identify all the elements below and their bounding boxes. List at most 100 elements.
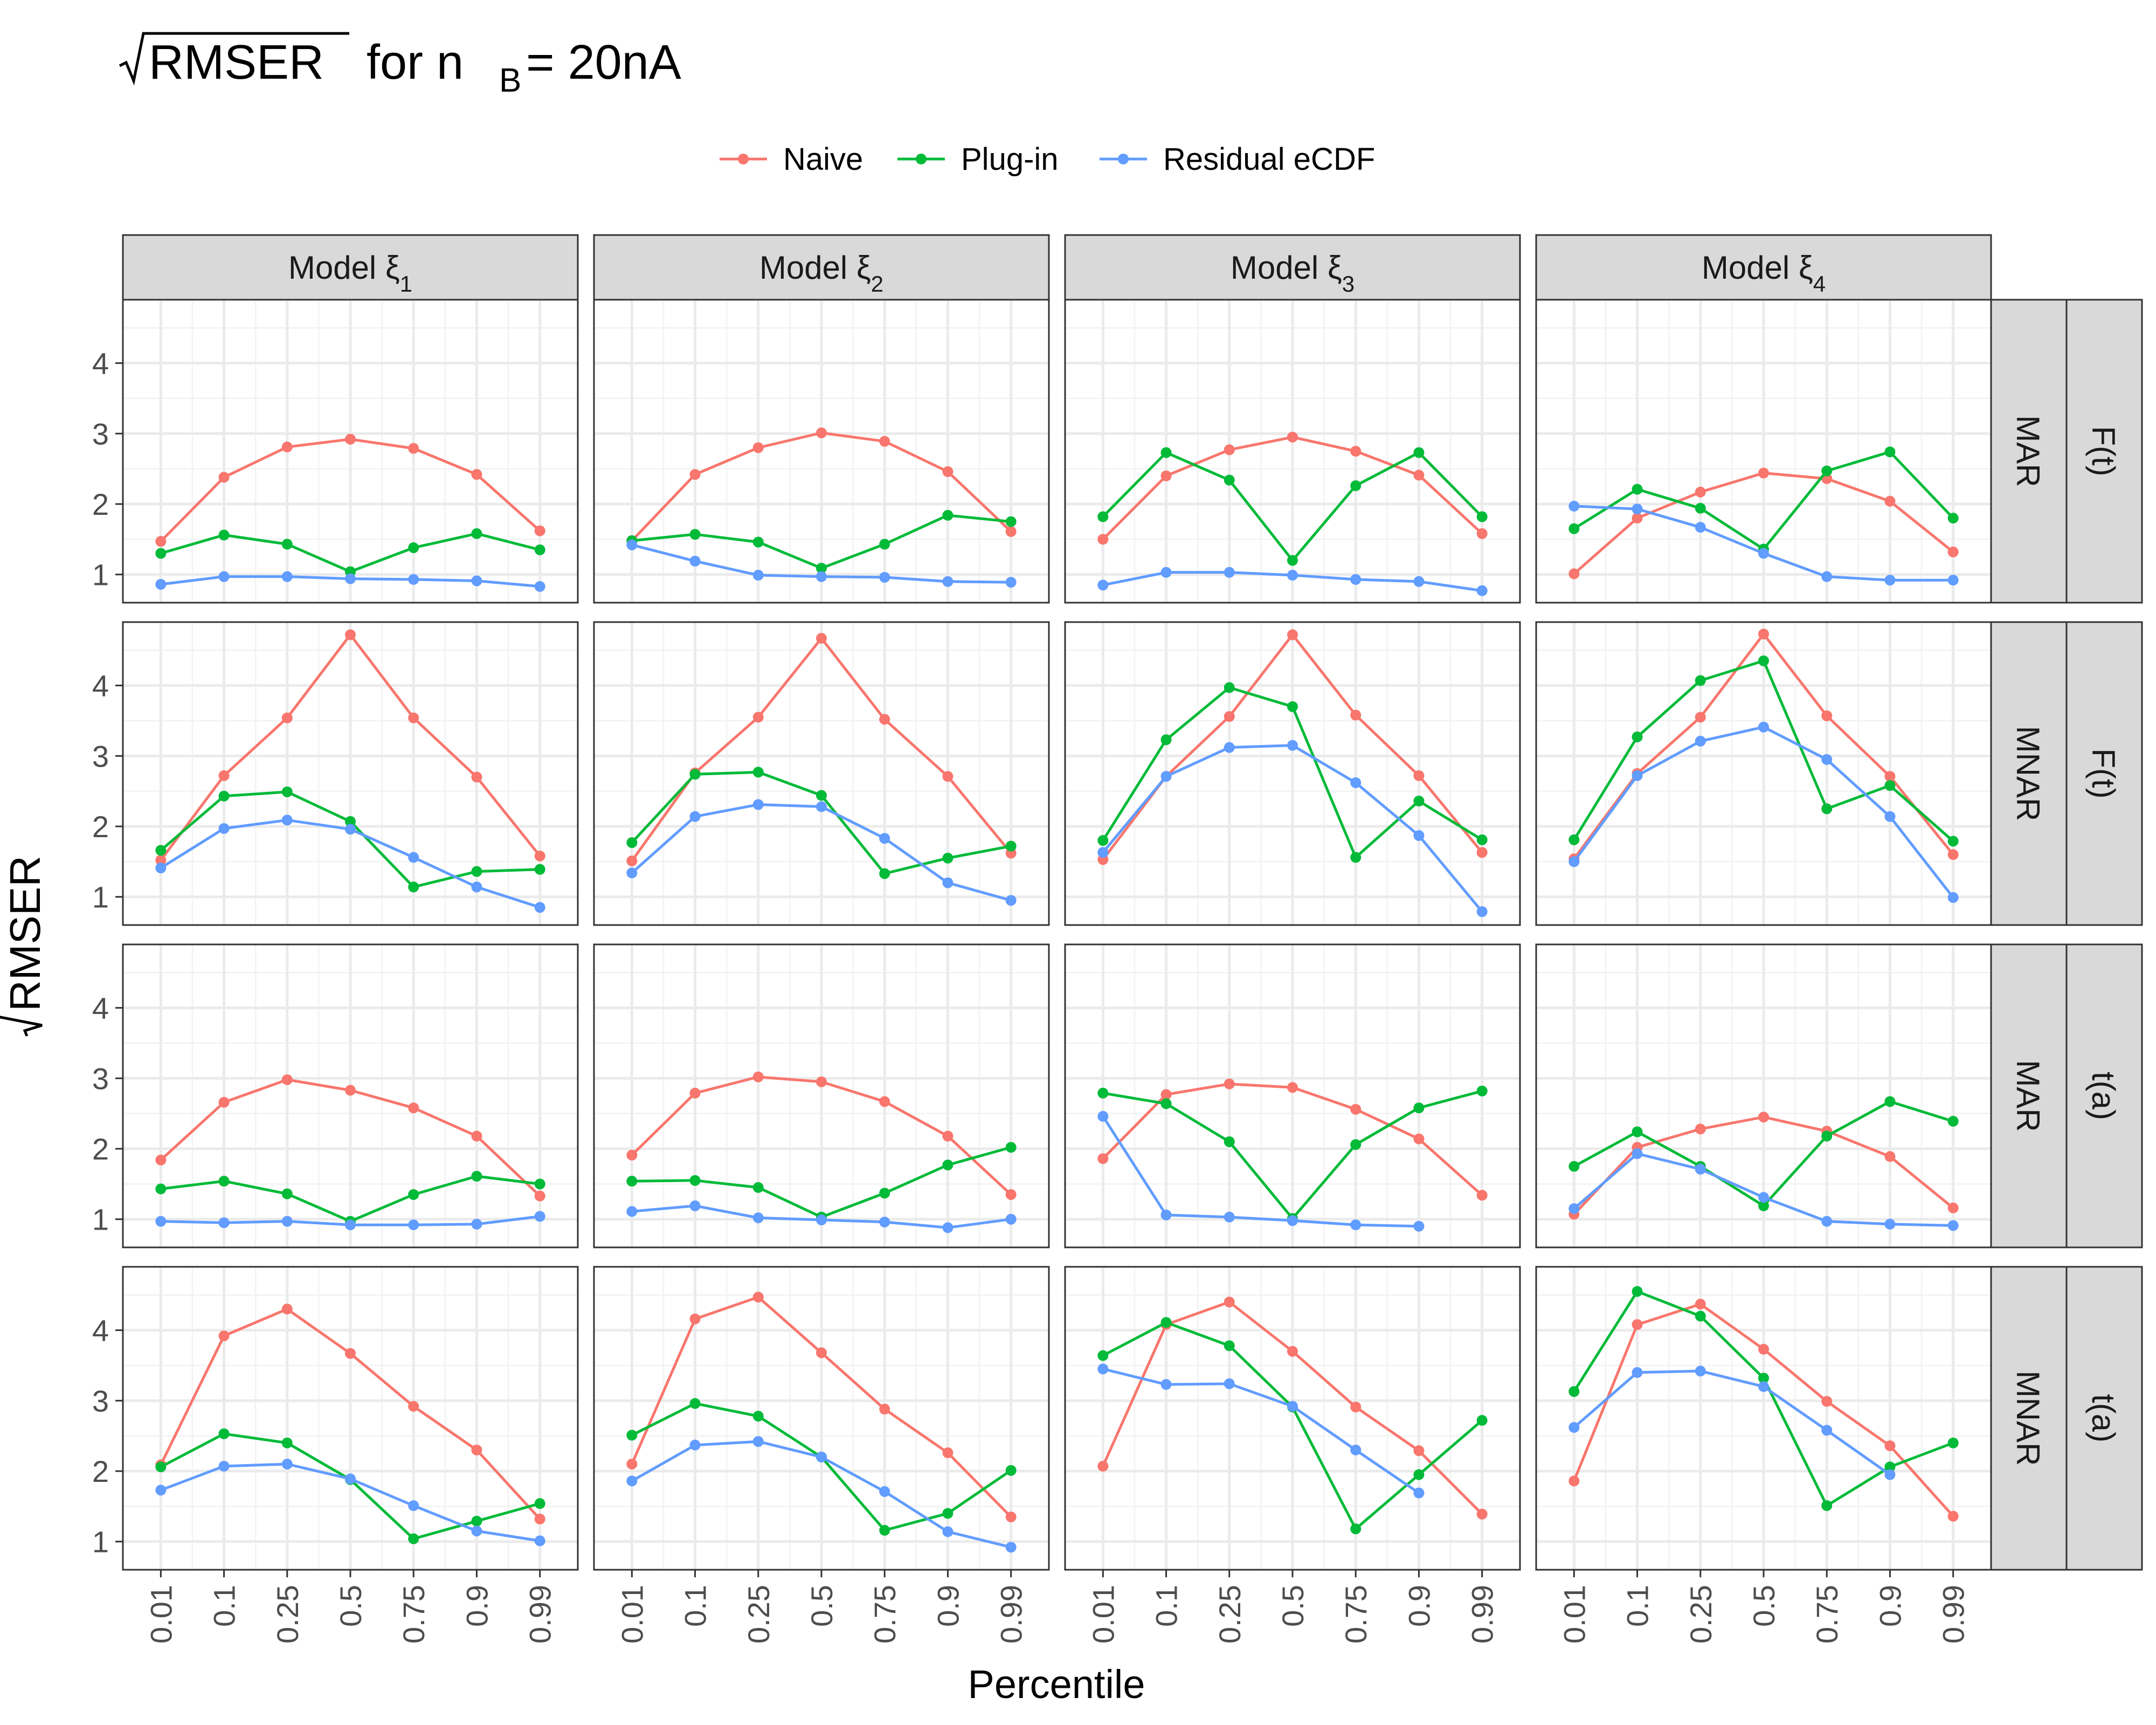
series-residual-ecdf xyxy=(1097,567,1488,596)
series-residual-ecdf xyxy=(1568,721,1959,903)
data-point xyxy=(942,771,953,782)
panel-r4-c1: 1 2 3 4 0.01 0.1 0.25 0.5 0.75 0.9 0.99 xyxy=(92,1266,579,1644)
column-strip-2: Model ξ2 xyxy=(593,234,1050,301)
data-point xyxy=(689,811,701,822)
y-tick-label: 4 xyxy=(92,669,109,703)
data-point xyxy=(1413,1445,1425,1457)
data-point xyxy=(1884,771,1896,782)
data-point xyxy=(1160,447,1172,458)
data-point xyxy=(345,433,356,445)
data-point xyxy=(1350,446,1362,457)
data-point xyxy=(1350,1103,1362,1115)
series-residual-ecdf xyxy=(626,539,1017,588)
data-point xyxy=(752,536,764,548)
column-strip-4: Model ξ4 xyxy=(1535,234,1992,301)
data-point xyxy=(1476,585,1488,596)
series-plug-in xyxy=(155,786,545,893)
x-axis-title: Percentile xyxy=(968,1662,1145,1707)
data-point xyxy=(1476,1190,1488,1201)
y-tick-label: 2 xyxy=(92,1454,109,1488)
panel-r4-c4: 0.01 0.1 0.25 0.5 0.75 0.9 0.99 xyxy=(1535,1266,1992,1644)
row-strip-mech-background xyxy=(1990,299,2068,604)
data-point xyxy=(1350,777,1362,788)
data-point xyxy=(1758,629,1769,640)
row-strip-mech-label: MAR xyxy=(2010,415,2046,487)
x-tick-label: 0.01 xyxy=(144,1585,178,1644)
data-point xyxy=(1224,1340,1235,1351)
data-point xyxy=(534,1513,545,1524)
series-line xyxy=(1102,1115,1419,1228)
panel-border xyxy=(1535,621,1992,926)
data-point xyxy=(1476,847,1488,858)
data-point xyxy=(1758,1200,1769,1211)
data-point xyxy=(1568,1386,1580,1397)
data-point xyxy=(752,570,764,581)
data-point xyxy=(1413,1102,1425,1114)
data-point xyxy=(879,436,890,447)
data-point xyxy=(1884,1440,1896,1451)
series-naive xyxy=(1568,1299,1959,1522)
data-point xyxy=(471,469,482,480)
data-point xyxy=(1568,523,1580,534)
data-point xyxy=(281,1458,293,1469)
panel-border xyxy=(593,299,1050,604)
series-line xyxy=(1102,1368,1420,1494)
data-point xyxy=(1568,500,1580,512)
data-point xyxy=(752,1292,764,1303)
panel-border xyxy=(1064,299,1521,604)
row-strip-func-label: F(t) xyxy=(2085,426,2122,476)
data-point xyxy=(1097,1363,1109,1375)
data-point xyxy=(1632,1319,1643,1330)
data-point xyxy=(281,1074,293,1085)
data-point xyxy=(534,1178,545,1190)
data-point xyxy=(281,786,293,797)
data-point xyxy=(879,539,890,550)
data-point xyxy=(1287,1400,1298,1412)
data-point xyxy=(218,1460,230,1472)
data-point xyxy=(1350,1523,1362,1535)
data-point xyxy=(1821,1500,1833,1512)
data-point xyxy=(345,1219,356,1231)
data-point xyxy=(218,770,230,781)
data-point xyxy=(1568,1203,1580,1215)
x-tick-label: 0.01 xyxy=(1557,1585,1591,1644)
data-point xyxy=(1884,780,1896,791)
data-point xyxy=(281,1303,293,1315)
data-point xyxy=(1287,629,1298,640)
data-point xyxy=(1005,1465,1017,1476)
data-point xyxy=(1695,675,1706,686)
data-point xyxy=(879,1188,890,1199)
data-point xyxy=(1821,1425,1833,1436)
strip-background xyxy=(1535,234,1992,301)
x-tick-label: 0.75 xyxy=(397,1585,431,1644)
data-point xyxy=(408,443,419,454)
data-point xyxy=(1160,1379,1172,1390)
legend-item-residual-ecdf: Residual eCDF xyxy=(1100,142,1375,177)
data-point xyxy=(1097,1460,1109,1472)
data-point xyxy=(1476,1508,1488,1520)
y-tick-label: 4 xyxy=(92,347,109,381)
data-point xyxy=(1350,709,1362,721)
row-strip-mech-label: MAR xyxy=(2010,1060,2046,1131)
data-point xyxy=(1224,474,1235,486)
data-point xyxy=(408,1500,419,1512)
data-point xyxy=(1476,511,1488,522)
data-point xyxy=(1695,1163,1706,1175)
x-tick-label: 0.1 xyxy=(208,1585,241,1627)
data-point xyxy=(408,1400,419,1412)
data-point xyxy=(1097,1087,1109,1099)
data-point xyxy=(1758,1372,1769,1384)
data-point xyxy=(534,1190,545,1202)
chart-title: RMSER for n B = 20nA xyxy=(119,32,681,99)
data-point xyxy=(942,1526,953,1537)
data-point xyxy=(1758,1112,1769,1123)
data-point xyxy=(1821,1396,1833,1407)
data-point xyxy=(816,1451,827,1462)
data-point xyxy=(1695,1123,1706,1135)
data-point xyxy=(534,525,545,536)
data-point xyxy=(1097,835,1109,846)
panel-r3-c2 xyxy=(593,943,1050,1248)
data-point xyxy=(1160,1317,1172,1328)
data-point xyxy=(879,868,890,879)
data-point xyxy=(879,1216,890,1227)
